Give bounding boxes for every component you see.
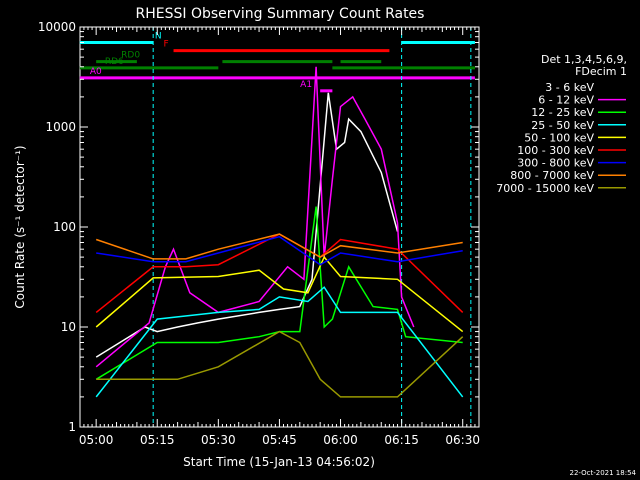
legend-entry-label: 12 - 25 keV	[531, 106, 594, 119]
y-tick-label: 100	[53, 220, 76, 234]
legend-entry-label: 300 - 800 keV	[517, 157, 594, 170]
x-tick-label: 06:00	[323, 433, 358, 447]
legend-entry-label: 50 - 100 keV	[524, 131, 594, 144]
legend-title: FDecim 1	[575, 65, 627, 78]
y-axis-label: Count Rate (s⁻¹ detector⁻¹)	[13, 145, 27, 308]
state-bar-label: A1	[300, 80, 312, 90]
series-line	[96, 235, 463, 266]
y-tick-label: 10000	[38, 20, 76, 34]
date-stamp: 22-Oct-2021 18:54	[570, 469, 637, 477]
chart-title: RHESSI Observing Summary Count Rates	[136, 6, 425, 22]
x-tick-label: 05:15	[140, 433, 175, 447]
legend-entry-label: 6 - 12 keV	[538, 94, 594, 107]
state-bar-label: A0	[90, 67, 102, 77]
series-line	[95, 206, 463, 380]
series-line	[95, 286, 464, 398]
y-tick-label: 1	[68, 420, 76, 434]
x-tick-label: 06:30	[445, 433, 480, 447]
plot-frame	[79, 26, 480, 428]
legend-entry-label: 3 - 6 keV	[545, 81, 594, 94]
legend-entry-label: 7000 - 15000 keV	[496, 182, 594, 195]
x-tick-label: 05:30	[201, 433, 236, 447]
series-line	[95, 233, 463, 260]
y-tick-label: 10	[61, 320, 76, 334]
series-line	[95, 255, 464, 333]
x-tick-label: 05:00	[79, 433, 114, 447]
x-axis: 05:00 05:15 05:30 05:45 06:00 06:15 06:30	[79, 27, 480, 447]
state-bar-label: RD6	[105, 57, 124, 67]
x-tick-label: 06:15	[384, 433, 419, 447]
legend-entry-label: 25 - 50 keV	[531, 119, 594, 132]
state-bar-label: RD0	[121, 51, 140, 61]
vertical-markers	[152, 27, 472, 427]
data-series	[95, 66, 464, 398]
x-tick-label: 05:45	[262, 433, 297, 447]
y-axis: 1 10 100 1000 10000	[38, 20, 479, 434]
x-axis-label: Start Time (15-Jan-13 04:56:02)	[183, 455, 375, 469]
legend-title: Det 1,3,4,5,6,9,	[541, 53, 627, 66]
series-line	[95, 233, 464, 313]
series-line	[95, 66, 415, 368]
legend-entry-label: 800 - 7000 keV	[510, 169, 594, 182]
y-tick-label: 1000	[45, 120, 76, 134]
state-bar-label: F	[164, 40, 169, 50]
series-line	[95, 92, 399, 358]
state-bar-label: N	[155, 31, 162, 41]
series-line	[96, 330, 464, 398]
legend-entry-label: 100 - 300 keV	[517, 144, 594, 157]
